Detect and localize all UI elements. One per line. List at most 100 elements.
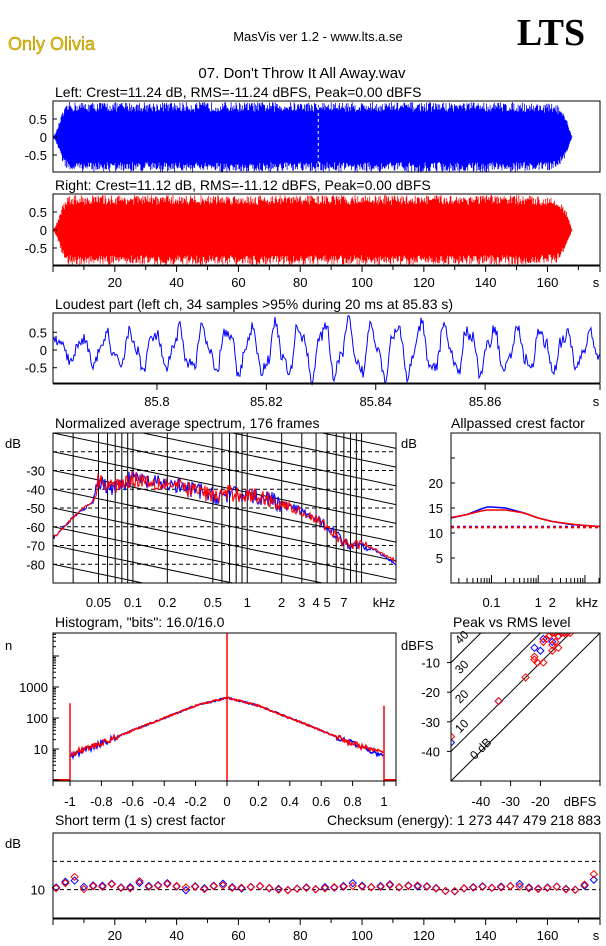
right-short-term-crest-point [237, 883, 246, 892]
y-tick-label: 10 [31, 883, 45, 898]
left-short-term-crest-point [79, 882, 89, 892]
left-short-term-crest-point [88, 881, 98, 890]
left-waveform-trace [53, 102, 573, 172]
left-short-term-crest-point [357, 881, 367, 890]
crest-line-label: 30 [452, 657, 472, 677]
left-short-term-crest-point [515, 879, 524, 889]
right-peak-rms-point [557, 633, 566, 638]
right-short-term-crest-point [459, 884, 469, 893]
right-short-term-crest-point [367, 883, 376, 892]
peak-vs-rms-frame [450, 632, 601, 782]
short-term-crest-title: Short term (1 s) crest factor [55, 812, 226, 828]
left-short-term-crest-point [320, 882, 330, 892]
x-tick-label: 40 [169, 928, 183, 943]
right-short-term-crest-point [88, 882, 98, 891]
right-short-term-crest-point [61, 878, 70, 888]
y-tick-label: 0.5 [29, 112, 47, 127]
right-short-term-crest-point [98, 882, 107, 892]
left-peak-rms-point [530, 643, 539, 653]
y-tick-label: 15 [429, 501, 443, 516]
right-short-term-crest-point [432, 884, 441, 893]
right-peak-rms-point [545, 633, 554, 641]
right-short-term-crest-point [228, 883, 237, 893]
grid-line-diagonal [53, 545, 236, 583]
short-term-crest-frame [52, 832, 601, 919]
y-axis-label: dB [5, 436, 21, 451]
right-short-term-crest-point [126, 884, 135, 893]
x-tick-label: 80 [293, 928, 307, 943]
right-short-term-crest-point [580, 880, 589, 889]
right-peak-rms-point [548, 640, 557, 650]
y-tick-label: -60 [26, 520, 45, 535]
x-tick-label: 0.1 [124, 595, 142, 610]
y-tick-label: -80 [26, 557, 45, 572]
x-tick-label: 2 [278, 595, 285, 610]
crest-line [451, 633, 571, 752]
y-tick-label: 0 [40, 343, 47, 358]
y-tick-label: 5 [436, 551, 443, 566]
grid-line-diagonal [53, 526, 325, 583]
right-peak-rms-point [565, 633, 575, 638]
right-peak-rms-point [563, 633, 572, 638]
right-short-term-crest-point [200, 884, 209, 894]
right-short-term-crest-point [274, 885, 283, 894]
x-tick-label: 3 [298, 595, 305, 610]
x-tick-label: 0.4 [281, 794, 299, 809]
spectrum-title: Normalized average spectrum, 176 frames [55, 415, 320, 431]
x-tick-label: 2 [549, 595, 556, 610]
right-short-term-crest-point [116, 883, 126, 893]
right-waveform-trace [53, 195, 573, 265]
left-short-term-crest-point [441, 886, 450, 896]
x-tick-label: 40 [169, 275, 183, 290]
right-short-term-crest-point [487, 883, 497, 893]
right-peak-rms-point [551, 637, 560, 647]
x-tick-label: -40 [471, 794, 490, 809]
y-tick-label: -10 [421, 656, 440, 671]
right-short-term-crest-point [330, 882, 339, 892]
allpassed-frame [450, 432, 601, 584]
crest-line-label: 40 [452, 627, 472, 647]
left-short-term-crest-point [348, 878, 357, 888]
left-short-term-crest-point [552, 882, 561, 891]
spectrum-frame [52, 432, 397, 584]
x-tick-label: 60 [231, 275, 245, 290]
right-short-term-crest-point [515, 882, 524, 891]
right-short-term-crest-point [246, 882, 255, 892]
y-tick-label: -50 [26, 501, 45, 516]
right-short-term-crest-point [533, 884, 543, 894]
right-peak-rms-point [548, 633, 557, 638]
app-title: MasVis ver 1.2 - www.lts.a.se [233, 29, 403, 44]
x-tick-label: 140 [475, 275, 497, 290]
x-tick-label: -30 [501, 794, 520, 809]
right-peak-rms-point [539, 637, 548, 647]
x-tick-label: 0.1 [482, 595, 500, 610]
left-peak-rms-point [451, 738, 456, 747]
y-axis-label: n [5, 638, 12, 653]
crest-line-label: 0 dB [467, 735, 494, 762]
histogram-frame [52, 632, 397, 782]
crest-line-label: 20 [452, 687, 472, 707]
grid-line-diagonal [53, 283, 396, 355]
right-peak-rms-point [539, 658, 548, 667]
left-spectrum-trace [52, 471, 397, 566]
y-tick-label: -0.5 [25, 241, 47, 256]
x-tick-label: 85.86 [469, 394, 502, 409]
left-short-term-crest-point [237, 884, 246, 893]
x-tick-label: 100 [351, 928, 373, 943]
x-tick-label: -0.8 [90, 794, 112, 809]
right-short-term-crest-point [135, 876, 144, 886]
lts-logo: LTS [517, 12, 585, 54]
x-tick-label: 1 [380, 794, 387, 809]
y-tick-label: 0.5 [29, 325, 47, 340]
crest-line-label: 10 [452, 716, 472, 736]
x-tick-label: -0.4 [153, 794, 175, 809]
right-peak-rms-point [451, 732, 456, 741]
left-peak-rms-point [548, 637, 557, 647]
left-allpassed-trace [450, 506, 601, 528]
right-short-term-crest-point [450, 886, 459, 896]
x-unit-label: kHz [576, 595, 598, 610]
grid-line-diagonal [53, 563, 146, 583]
left-short-term-crest-point [506, 881, 515, 891]
x-tick-label: 60 [231, 928, 245, 943]
